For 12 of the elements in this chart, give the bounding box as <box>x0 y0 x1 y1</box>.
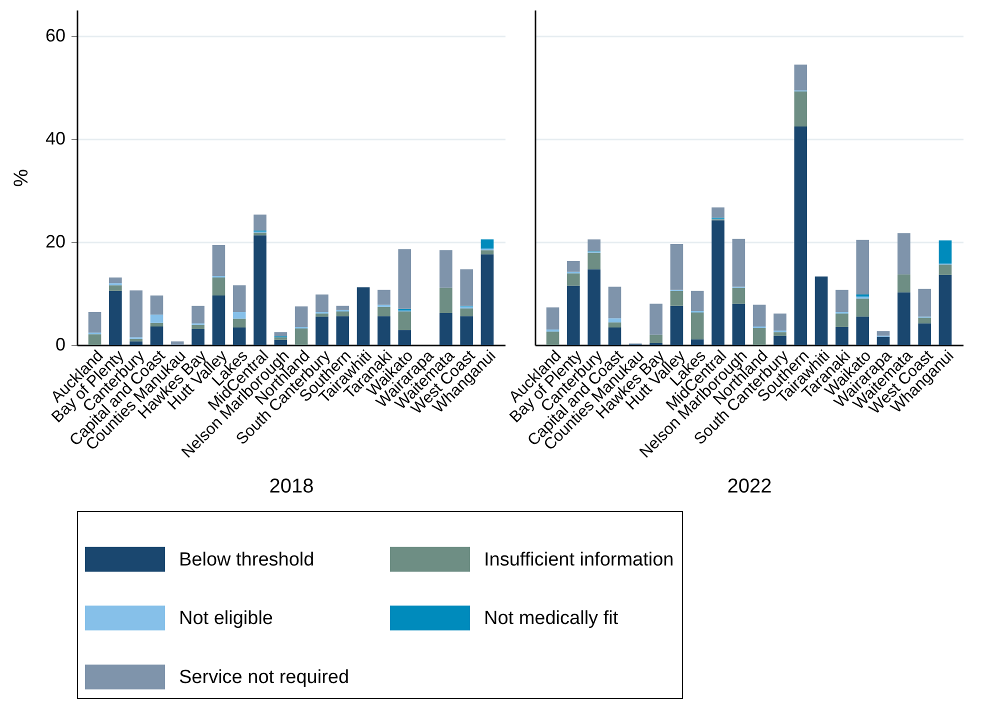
y-tick-label: 60 <box>45 25 66 46</box>
y-axis-title: % <box>10 168 32 187</box>
y-tick-label: 20 <box>45 231 66 252</box>
x-axis-title: 2022 <box>727 476 772 498</box>
x-axis-title: 2018 <box>269 476 314 498</box>
y-tick-label: 0 <box>55 334 66 354</box>
y-tick-label: 40 <box>45 128 66 148</box>
legend-label: Below threshold <box>179 549 314 570</box>
legend-label: Service not required <box>179 667 350 688</box>
legend-label: Insufficient information <box>484 549 674 570</box>
legend-label: Not eligible <box>179 608 273 629</box>
legend-label: Not medically fit <box>484 608 619 629</box>
